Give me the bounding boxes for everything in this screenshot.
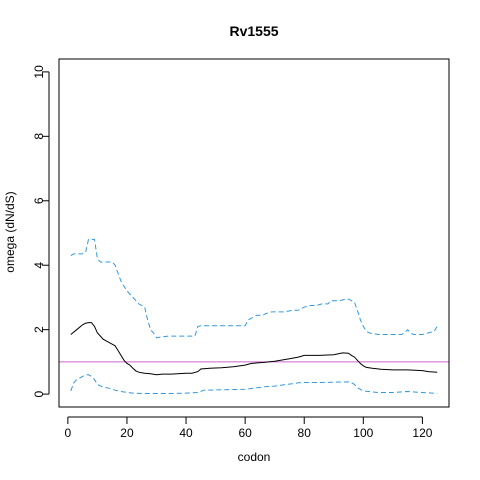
series-line-estimate [70,322,438,376]
x-tick-label: 20 [120,426,134,440]
x-tick-label: 120 [412,426,432,440]
x-tick-label: 100 [353,426,373,440]
y-tick-label: 10 [32,65,46,79]
x-tick-label: 80 [298,426,312,440]
y-tick-label: 6 [32,197,46,204]
series-line-lower [70,374,438,394]
y-tick-label: 8 [32,133,46,140]
x-axis-label: codon [238,450,271,464]
y-tick-label: 2 [32,326,46,333]
x-tick-label: 40 [179,426,193,440]
series-line-upper [70,238,438,339]
y-axis-label: omega (dN/dS) [3,191,17,272]
x-tick-label: 60 [238,426,252,440]
y-tick-label: 4 [32,262,46,269]
chart-title: Rv1555 [229,23,278,39]
plot-area: 0 20 40 60 80 100 120 0 2 4 6 8 10 [32,58,450,440]
x-tick-label: 0 [65,426,72,440]
y-tick-label: 0 [32,390,46,397]
plot-frame [58,58,450,408]
